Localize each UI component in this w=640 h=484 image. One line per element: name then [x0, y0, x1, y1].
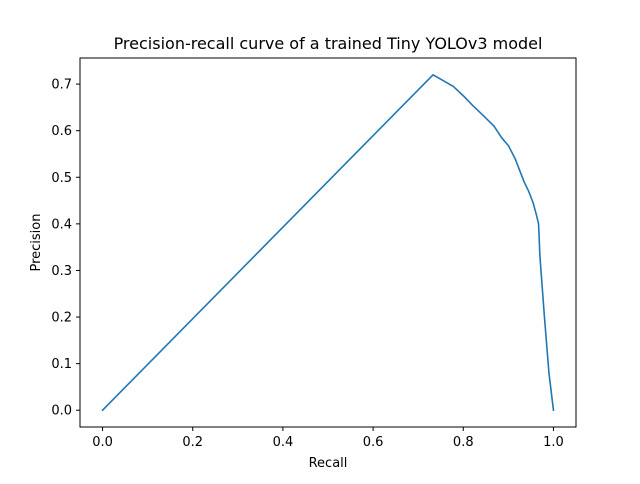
x-tick-label: 0.2 [182, 435, 203, 450]
y-tick-label: 0.4 [51, 217, 72, 232]
axes-frame [79, 57, 577, 428]
y-tick-label: 0.7 [51, 78, 72, 93]
y-tick-label: 0.1 [51, 357, 72, 372]
x-axis-label: Recall [309, 456, 348, 471]
x-tick-label: 0.4 [273, 435, 294, 450]
x-tick-label: 0.0 [92, 435, 113, 450]
y-tick-label: 0.3 [51, 264, 72, 279]
y-tick-label: 0.0 [51, 404, 72, 419]
chart-title: Precision-recall curve of a trained Tiny… [114, 34, 543, 53]
axis-ticks: 0.0 0.2 0.4 0.6 0.8 1.0 0.0 0.1 0.2 0.3 0.4 0.5 0.6 0… [51, 78, 563, 450]
y-axis-label: Precision [29, 213, 44, 271]
x-tick-label: 1.0 [543, 435, 564, 450]
y-tick-label: 0.2 [51, 311, 72, 326]
plot-area [101, 73, 555, 412]
y-tick-label: 0.5 [51, 171, 72, 186]
x-tick-label: 0.6 [363, 435, 384, 450]
x-tick-label: 0.8 [453, 435, 474, 450]
pr-curve-series-line [101, 73, 555, 412]
y-tick-label: 0.6 [51, 124, 72, 139]
